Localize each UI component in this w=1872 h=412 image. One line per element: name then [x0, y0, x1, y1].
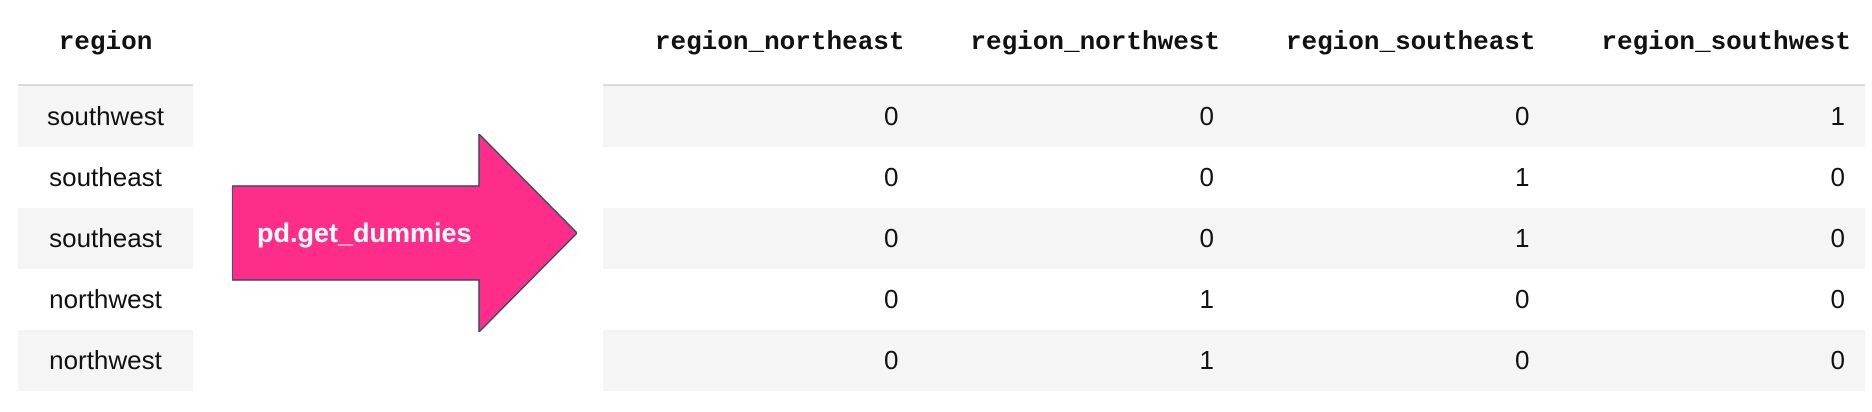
table-cell: 0 — [603, 269, 919, 330]
column-header-northwest: region_northwest — [918, 0, 1234, 86]
table-row: 0 0 1 0 — [603, 147, 1865, 208]
table-cell: 0 — [918, 85, 1234, 147]
table-cell: 0 — [1234, 269, 1550, 330]
table-row: northwest — [18, 269, 193, 330]
header-row: region_northeast region_northwest region… — [603, 0, 1865, 86]
region-cell: southwest — [18, 85, 193, 147]
column-header-southeast: region_southeast — [1234, 0, 1550, 86]
table-cell: 0 — [918, 208, 1234, 269]
table-cell: 1 — [918, 269, 1234, 330]
region-cell: northwest — [18, 269, 193, 330]
column-header-southwest: region_southwest — [1549, 0, 1865, 86]
region-cell: northwest — [18, 330, 193, 391]
transform-arrow: pd.get_dummies — [232, 134, 577, 332]
table-cell: 0 — [1549, 330, 1865, 391]
arrow-label: pd.get_dummies — [257, 218, 472, 248]
table-row: southeast — [18, 147, 193, 208]
table-row: 0 1 0 0 — [603, 330, 1865, 391]
column-header-region: region — [18, 0, 193, 86]
table-row: southeast — [18, 208, 193, 269]
table-row: 0 1 0 0 — [603, 269, 1865, 330]
table-cell: 1 — [1234, 147, 1550, 208]
table-cell: 0 — [603, 330, 919, 391]
right-arrow-icon — [232, 134, 577, 332]
table-cell: 0 — [603, 208, 919, 269]
table-cell: 0 — [603, 85, 919, 147]
column-header-northeast: region_northeast — [603, 0, 919, 86]
table-cell: 0 — [1234, 85, 1550, 147]
table-row: 0 0 1 0 — [603, 208, 1865, 269]
table-cell: 1 — [1234, 208, 1550, 269]
region-cell: southeast — [18, 147, 193, 208]
table-cell: 0 — [1234, 330, 1550, 391]
table-row: southwest — [18, 85, 193, 147]
table-cell: 0 — [1549, 269, 1865, 330]
table-cell: 0 — [1549, 147, 1865, 208]
region-cell: southeast — [18, 208, 193, 269]
table-cell: 0 — [918, 147, 1234, 208]
table-cell: 1 — [918, 330, 1234, 391]
original-column-table: region southwest southeast southeast nor… — [18, 0, 193, 391]
dummies-table: region_northeast region_northwest region… — [603, 0, 1865, 391]
table-cell: 0 — [1549, 208, 1865, 269]
table-row: northwest — [18, 330, 193, 391]
table-row: 0 0 0 1 — [603, 85, 1865, 147]
table-cell: 0 — [603, 147, 919, 208]
table-cell: 1 — [1549, 85, 1865, 147]
header-row: region — [18, 0, 193, 86]
